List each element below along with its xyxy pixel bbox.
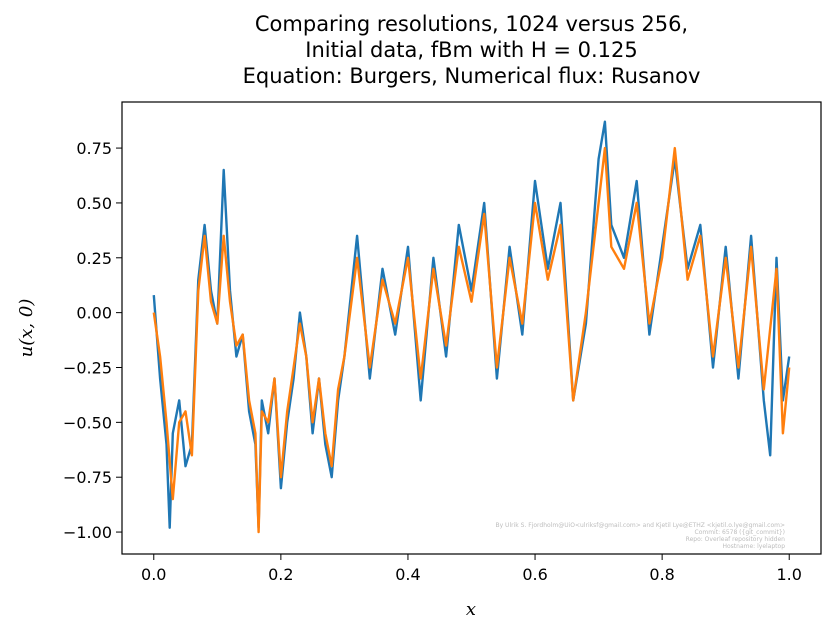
y-ticks: 0.75 0.50 0.25 0.00 −0.25 −0.50 −0.75 −1.00 — [63, 139, 122, 542]
x-tick-label: 0.8 — [649, 565, 674, 584]
x-tick-label: 0.6 — [522, 565, 547, 584]
y-tick-label: −0.25 — [63, 358, 112, 377]
x-tick-label: 0.4 — [395, 565, 420, 584]
y-tick-label: 0.50 — [76, 194, 112, 213]
chart-title-line-3: Equation: Burgers, Numerical flux: Rusan… — [242, 64, 701, 88]
y-tick-label: 0.75 — [76, 139, 112, 158]
watermark-line: Commit: 6578 ({git_commit}) — [694, 529, 786, 536]
y-tick-label: −0.75 — [63, 468, 112, 487]
x-ticks: 0.0 0.2 0.4 0.6 0.8 1.0 — [141, 554, 802, 584]
chart-title-line-1: Comparing resolutions, 1024 versus 256, — [254, 12, 689, 36]
series-line-256 — [152, 146, 791, 534]
x-tick-label: 0.0 — [141, 565, 166, 584]
x-tick-label: 1.0 — [777, 565, 802, 584]
watermark-line: Repo: Overleaf repository hidden — [685, 536, 785, 543]
watermark: By Ulrik S. Fjordholm@UiO<ulriksf@gmail.… — [495, 522, 785, 550]
y-axis-label: u(x, 0) — [16, 299, 37, 358]
y-tick-label: 0.25 — [76, 249, 112, 268]
watermark-line: By Ulrik S. Fjordholm@UiO<ulriksf@gmail.… — [495, 522, 785, 529]
series-layer — [152, 120, 791, 534]
y-tick-label: −1.00 — [63, 523, 112, 542]
x-tick-label: 0.2 — [268, 565, 293, 584]
y-tick-label: −0.50 — [63, 413, 112, 432]
watermark-line: Hostname: lyelaptop — [722, 543, 786, 550]
x-axis-label: x — [466, 599, 476, 620]
chart-title-line-2: Initial data, fBm with H = 0.125 — [305, 38, 638, 62]
y-tick-label: 0.00 — [76, 304, 112, 323]
series-line-1024 — [152, 120, 791, 529]
plot-frame — [121, 101, 822, 555]
